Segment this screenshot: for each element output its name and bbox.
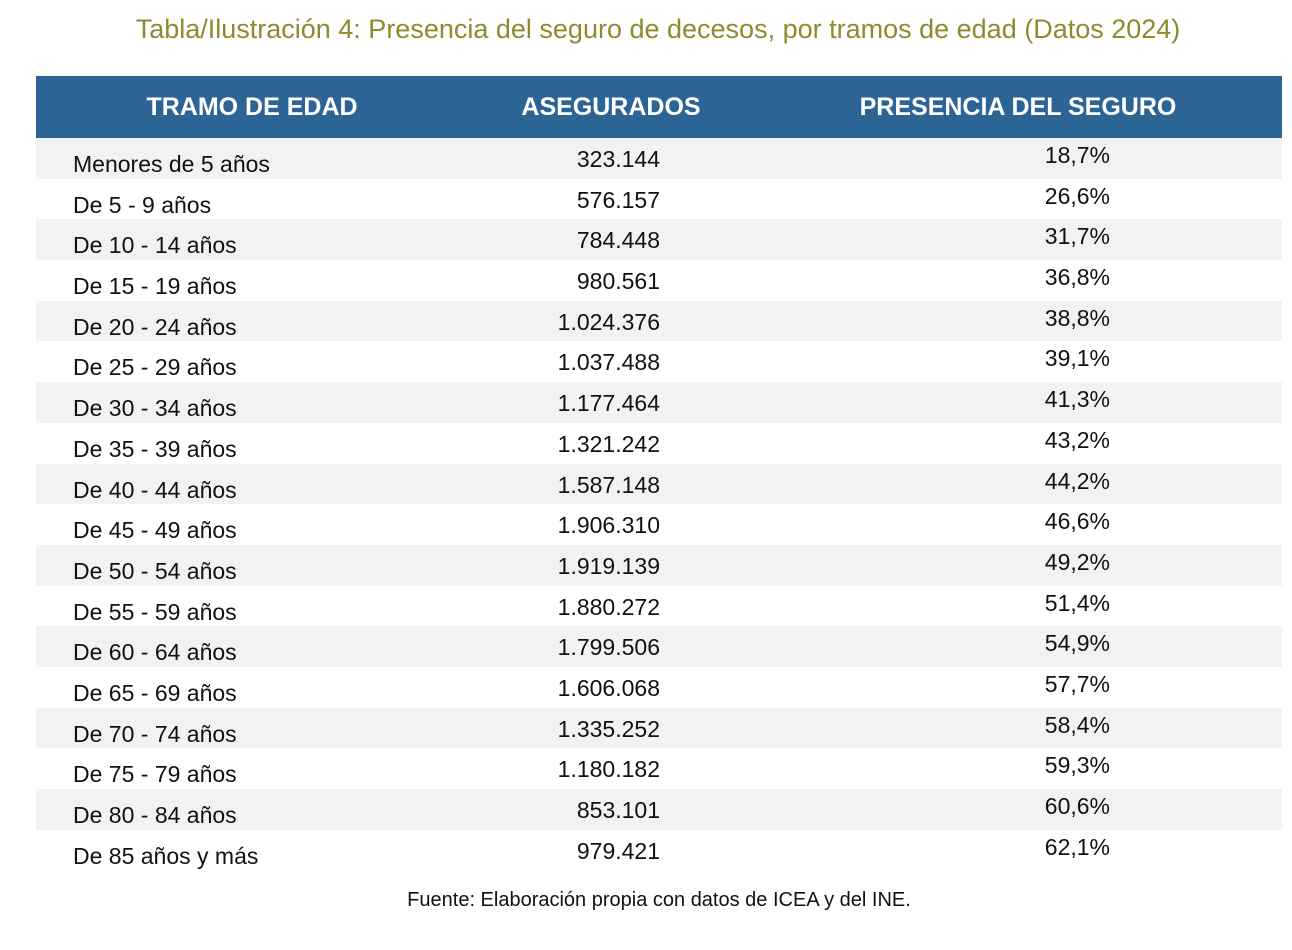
age-range-cell: De 10 - 14 años — [73, 232, 237, 259]
age-range-cell: De 45 - 49 años — [73, 517, 237, 544]
age-range-cell: De 40 - 44 años — [73, 476, 237, 503]
age-range-cell: De 70 - 74 años — [73, 720, 237, 747]
age-range-cell: De 5 - 9 años — [73, 191, 212, 218]
insured-cell: 1.880.272 — [557, 593, 660, 620]
insured-cell: 980.561 — [576, 268, 660, 295]
age-range-cell: De 75 - 79 años — [73, 761, 237, 788]
presence-cell: 59,3% — [1044, 752, 1110, 779]
age-range-cell: De 30 - 34 años — [73, 395, 237, 422]
presence-cell: 26,6% — [1044, 182, 1110, 209]
source-note: Fuente: Elaboración propia con datos de … — [407, 889, 911, 911]
table-row: De 60 - 64 años 1.799.506 54,9% — [36, 626, 1282, 667]
presence-cell: 54,9% — [1044, 630, 1110, 657]
table-row: De 5 - 9 años 576.157 26,6% — [36, 179, 1282, 220]
table-row: De 85 años y más 979.421 62,1% — [36, 830, 1282, 871]
insured-cell: 784.448 — [576, 227, 660, 254]
presence-cell: 51,4% — [1044, 589, 1110, 616]
header-age-range: TRAMO DE EDAD — [146, 93, 358, 121]
presence-cell: 57,7% — [1044, 670, 1110, 697]
presence-cell: 58,4% — [1044, 711, 1110, 738]
presence-cell: 49,2% — [1044, 548, 1110, 575]
table-row: De 50 - 54 años 1.919.139 49,2% — [36, 544, 1282, 586]
table-row: De 15 - 19 años 980.561 36,8% — [36, 260, 1282, 301]
header-insured: ASEGURADOS — [521, 93, 701, 121]
presence-cell: 41,3% — [1044, 386, 1110, 413]
insured-cell: 979.421 — [576, 837, 660, 864]
insured-cell: 1.177.464 — [557, 390, 660, 417]
insured-cell: 1.587.148 — [557, 471, 660, 498]
age-range-cell: De 25 - 29 años — [73, 354, 237, 381]
insured-cell: 1.321.242 — [557, 430, 660, 457]
presence-cell: 38,8% — [1044, 304, 1110, 331]
table-row: De 40 - 44 años 1.587.148 44,2% — [36, 463, 1282, 505]
presence-cell: 36,8% — [1044, 264, 1110, 291]
age-range-cell: De 35 - 39 años — [73, 435, 237, 462]
table-row: De 65 - 69 años 1.606.068 57,7% — [36, 667, 1282, 708]
table-row: De 75 - 79 años 1.180.182 59,3% — [36, 748, 1282, 789]
age-range-cell: De 60 - 64 años — [73, 639, 237, 666]
table-row: De 70 - 74 años 1.335.252 58,4% — [36, 707, 1282, 749]
presence-cell: 18,7% — [1044, 142, 1110, 168]
age-range-cell: De 85 años y más — [73, 842, 259, 869]
data-table: TRAMO DE EDAD ASEGURADOS PRESENCIA DEL S… — [36, 76, 1282, 870]
insured-cell: 1.606.068 — [557, 674, 660, 701]
table-row: De 80 - 84 años 853.101 60,6% — [36, 789, 1282, 830]
presence-cell: 46,6% — [1044, 508, 1110, 535]
insured-cell: 853.101 — [576, 797, 660, 823]
table-row: De 25 - 29 años 1.037.488 39,1% — [36, 341, 1282, 382]
age-range-cell: De 20 - 24 años — [73, 313, 237, 340]
table-row: De 45 - 49 años 1.906.310 46,6% — [36, 504, 1282, 545]
presence-cell: 31,7% — [1044, 223, 1110, 250]
table-body: Menores de 5 años 323.144 18,7% De 5 - 9 añ… — [36, 138, 1282, 870]
age-range-cell: Menores de 5 años — [73, 151, 270, 177]
table-header: TRAMO DE EDAD ASEGURADOS PRESENCIA DEL S… — [36, 76, 1282, 138]
table-title: Tabla/Ilustración 4: Presencia del segur… — [135, 14, 1181, 44]
insured-cell: 1.906.310 — [557, 512, 660, 539]
insured-cell: 1.799.506 — [557, 634, 660, 661]
presence-cell: 60,6% — [1044, 793, 1110, 819]
insured-cell: 576.157 — [576, 186, 660, 213]
table-row: De 55 - 59 años 1.880.272 51,4% — [36, 586, 1282, 627]
age-range-cell: De 65 - 69 años — [73, 679, 237, 706]
insured-cell: 1.024.376 — [557, 308, 660, 335]
age-range-cell: De 55 - 59 años — [73, 598, 237, 625]
presence-cell: 44,2% — [1044, 467, 1110, 494]
insured-cell: 1.037.488 — [557, 349, 660, 376]
age-range-cell: De 50 - 54 años — [73, 557, 237, 584]
table-row: Menores de 5 años 323.144 18,7% — [36, 138, 1282, 179]
presence-cell: 62,1% — [1044, 833, 1110, 860]
presence-cell: 39,1% — [1044, 345, 1110, 372]
age-range-cell: De 15 - 19 años — [73, 273, 237, 300]
table-row: De 30 - 34 años 1.177.464 41,3% — [36, 382, 1282, 423]
table-row: De 35 - 39 años 1.321.242 43,2% — [36, 423, 1282, 464]
table-row: De 20 - 24 años 1.024.376 38,8% — [36, 300, 1282, 342]
insured-cell: 323.144 — [576, 146, 660, 172]
header-presence: PRESENCIA DEL SEGURO — [859, 93, 1177, 121]
presence-cell: 43,2% — [1044, 426, 1110, 453]
insured-cell: 1.180.182 — [557, 756, 660, 783]
insured-cell: 1.335.252 — [557, 715, 660, 742]
age-range-cell: De 80 - 84 años — [73, 802, 237, 828]
table-row: De 10 - 14 años 784.448 31,7% — [36, 219, 1282, 261]
insured-cell: 1.919.139 — [557, 552, 660, 579]
